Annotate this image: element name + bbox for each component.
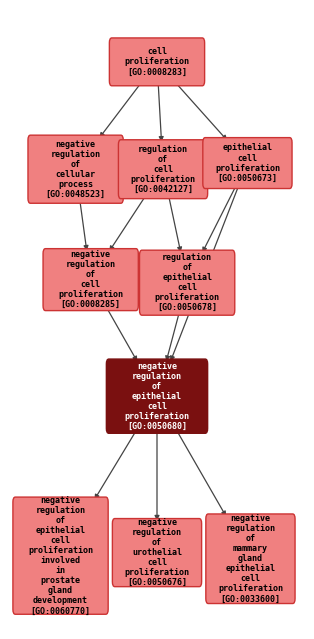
- Text: negative
regulation
of
cellular
process
[GO:0048523]: negative regulation of cellular process …: [46, 139, 106, 199]
- FancyBboxPatch shape: [203, 137, 292, 189]
- FancyBboxPatch shape: [28, 135, 123, 203]
- Text: negative
regulation
of
epithelial
cell
proliferation
involved
in
prostate
gland
: negative regulation of epithelial cell p…: [28, 496, 93, 615]
- FancyBboxPatch shape: [139, 250, 235, 315]
- Text: negative
regulation
of
epithelial
cell
proliferation
[GO:0050680]: negative regulation of epithelial cell p…: [124, 362, 190, 431]
- Text: negative
regulation
of
urothelial
cell
proliferation
[GO:0050676]: negative regulation of urothelial cell p…: [124, 518, 190, 587]
- FancyBboxPatch shape: [112, 519, 202, 587]
- Text: cell
proliferation
[GO:0008283]: cell proliferation [GO:0008283]: [124, 47, 190, 77]
- Text: negative
regulation
of
mammary
gland
epithelial
cell
proliferation
[GO:0033600]: negative regulation of mammary gland epi…: [218, 514, 283, 603]
- Text: negative
regulation
of
cell
proliferation
[GO:0008285]: negative regulation of cell proliferatio…: [58, 250, 123, 309]
- Text: regulation
of
epithelial
cell
proliferation
[GO:0050678]: regulation of epithelial cell proliferat…: [154, 253, 220, 312]
- Text: epithelial
cell
proliferation
[GO:0050673]: epithelial cell proliferation [GO:005067…: [215, 144, 280, 183]
- FancyBboxPatch shape: [109, 38, 205, 86]
- FancyBboxPatch shape: [106, 359, 208, 433]
- FancyBboxPatch shape: [43, 249, 138, 311]
- FancyBboxPatch shape: [13, 497, 108, 614]
- FancyBboxPatch shape: [206, 514, 295, 603]
- FancyBboxPatch shape: [118, 140, 208, 199]
- Text: regulation
of
cell
proliferation
[GO:0042127]: regulation of cell proliferation [GO:004…: [131, 144, 196, 194]
